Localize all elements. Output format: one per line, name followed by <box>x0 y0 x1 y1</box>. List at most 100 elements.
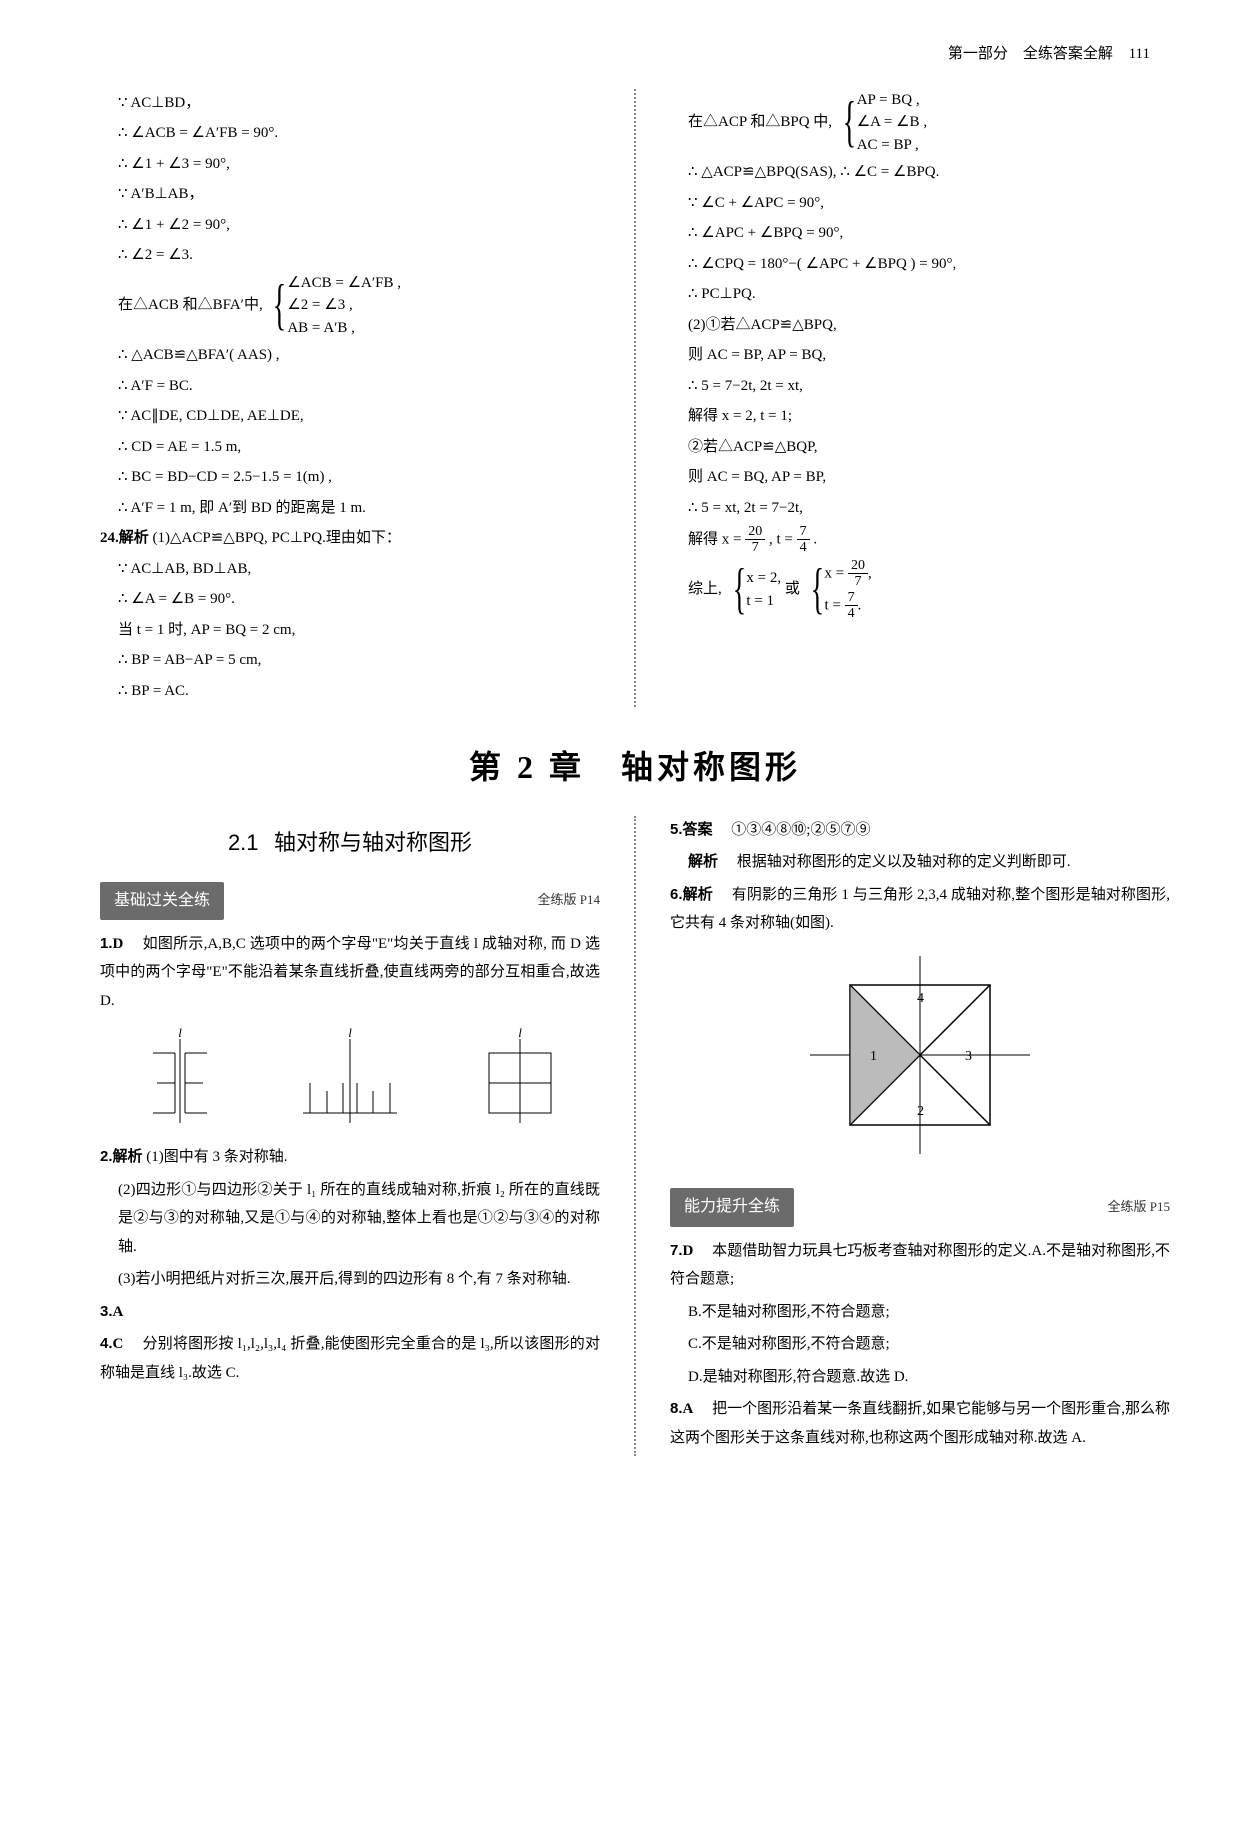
math-line: ∴ CD = AE = 1.5 m, <box>100 433 600 462</box>
q2: 2.解析 (1)图中有 3 条对称轴. <box>100 1143 600 1172</box>
q7-l3: D.是轴对称图形,符合题意.故选 D. <box>670 1363 1170 1392</box>
q5-exp-text: 根据轴对称图形的定义以及轴对称的定义判断即可. <box>737 854 1071 870</box>
section-name: 轴对称与轴对称图形 <box>274 830 472 855</box>
case-line: 在△ACB 和△BFA′中, { ∠ACB = ∠A′FB , ∠2 = ∠3 … <box>100 272 600 340</box>
math-line: ∴ A′F = 1 m, 即 A′到 BD 的距离是 1 m. <box>100 494 600 523</box>
or-text: 或 <box>785 581 800 597</box>
section-number: 2.1 <box>228 830 259 855</box>
qnum: 6.解析 <box>670 886 713 903</box>
q5-ans: ①③④⑧⑩;②⑤⑦⑨ <box>731 822 870 838</box>
q2-l3: (3)若小明把纸片对折三次,展开后,得到的四边形有 8 个,有 7 条对称轴. <box>100 1265 600 1294</box>
figure-square: 1 2 3 4 <box>670 950 1170 1171</box>
q3: 3.A <box>100 1298 600 1327</box>
math-line: ∵ A′B⊥AB， <box>100 180 600 209</box>
math-line: ∴ ∠APC + ∠BPQ = 90°, <box>670 219 1170 248</box>
math-line: 当 t = 1 时, AP = BQ = 2 cm, <box>100 616 600 645</box>
q24-text: (1)△ACP≌△BPQ, PC⊥PQ.理由如下： <box>153 530 401 546</box>
brace-block: { ∠ACB = ∠A′FB , ∠2 = ∠3 , AB = A′B , <box>266 272 401 340</box>
q6: 6.解析 有阴影的三角形 1 与三角形 2,3,4 成轴对称,整个图形是轴对称图… <box>670 881 1170 938</box>
math-line: ∴ △ACB≌△BFA′( AAS) , <box>100 341 600 370</box>
lower-right: 5.答案 ①③④⑧⑩;②⑤⑦⑨ 解析 根据轴对称图形的定义以及轴对称的定义判断即… <box>670 816 1170 1456</box>
svg-text:l: l <box>518 1025 522 1040</box>
band-title: 基础过关全练 <box>100 882 224 920</box>
q1-text: 如图所示,A,B,C 选项中的两个字母"E"均关于直线 l 成轴对称, 而 D … <box>100 936 600 1009</box>
text: , t = <box>769 531 797 547</box>
q2-l1: (1)图中有 3 条对称轴. <box>146 1149 287 1165</box>
math-line: ∵ AC⊥AB, BD⊥AB, <box>100 555 600 584</box>
math-line: ②若△ACP≌△BQP, <box>670 433 1170 462</box>
q5: 5.答案 ①③④⑧⑩;②⑤⑦⑨ <box>670 816 1170 845</box>
case-intro: 在△ACB 和△BFA′中, <box>118 297 263 313</box>
qnum: 4. <box>100 1335 113 1352</box>
column-divider <box>634 89 636 708</box>
answer-choice: D <box>683 1243 694 1259</box>
math-line: 解得 x = 2, t = 1; <box>670 402 1170 431</box>
band-ref: 全练版 P14 <box>538 888 600 913</box>
q8-text: 把一个图形沿着某一条直线翻折,如果它能够与另一个图形重合,那么称这两个图形关于这… <box>670 1401 1170 1446</box>
q7-l1: B.不是轴对称图形,不符合题意; <box>670 1298 1170 1327</box>
text: . <box>813 531 817 547</box>
svg-text:l: l <box>178 1025 182 1040</box>
left-column: ∵ AC⊥BD， ∴ ∠ACB = ∠A′FB = 90°. ∴ ∠1 + ∠3… <box>100 89 600 708</box>
brace-block: { x = 207, t = 74. <box>804 558 872 622</box>
answer-choice: A <box>113 1304 124 1320</box>
fig-e-b: l <box>295 1025 405 1125</box>
fig-e-c: l <box>475 1025 565 1125</box>
answer-choice: D <box>113 936 124 952</box>
brace-block: { x = 2, t = 1 <box>726 567 782 612</box>
svg-text:4: 4 <box>917 991 924 1006</box>
math-line: ∴ ∠A = ∠B = 90°. <box>100 585 600 614</box>
math-line: (2)①若△ACP≌△BPQ, <box>670 311 1170 340</box>
brace-row: ∠A = ∠B , <box>857 111 927 134</box>
brace-row: AP = BQ , <box>857 89 927 112</box>
text: 综上, <box>688 581 722 597</box>
q5-exp: 解析 根据轴对称图形的定义以及轴对称的定义判断即可. <box>670 848 1170 877</box>
qnum: 7. <box>670 1242 683 1259</box>
math-line: ∴ ∠2 = ∠3. <box>100 241 600 270</box>
case-line: 在△ACP 和△BPQ 中, { AP = BQ , ∠A = ∠B , AC … <box>670 89 1170 157</box>
math-line: ∴ A′F = BC. <box>100 372 600 401</box>
brace-block: { AP = BQ , ∠A = ∠B , AC = BP , <box>836 89 927 157</box>
math-line: ∴ △ACP≌△BPQ(SAS), ∴ ∠C = ∠BPQ. <box>670 158 1170 187</box>
math-line: ∴ BC = BD−CD = 2.5−1.5 = 1(m) , <box>100 463 600 492</box>
math-line: ∴ 5 = xt, 2t = 7−2t, <box>670 494 1170 523</box>
math-line: ∴ ∠1 + ∠2 = 90°, <box>100 211 600 240</box>
fig-e-a: l <box>135 1025 225 1125</box>
chapter-title: 第 2 章 轴对称图形 <box>100 737 1170 798</box>
brace-row: x = 207, <box>825 558 872 590</box>
qnum: 5.答案 <box>670 821 713 838</box>
q7-l0: 本题借助智力玩具七巧板考查轴对称图形的定义.A.不是轴对称图形,不符合题意; <box>670 1243 1170 1288</box>
band-ref: 全练版 P15 <box>1108 1195 1170 1220</box>
brace-row: AB = A′B , <box>287 317 401 340</box>
answer-choice: A <box>683 1401 694 1417</box>
brace-row: ∠ACB = ∠A′FB , <box>287 272 401 295</box>
text: 解得 x = <box>688 531 745 547</box>
lower-left: 2.1 轴对称与轴对称图形 基础过关全练 全练版 P14 1.D 如图所示,A,… <box>100 816 600 1456</box>
q7-l2: C.不是轴对称图形,不符合题意; <box>670 1330 1170 1359</box>
math-line: ∴ BP = AC. <box>100 677 600 706</box>
math-line: ∴ 5 = 7−2t, 2t = xt, <box>670 372 1170 401</box>
svg-text:3: 3 <box>965 1049 972 1064</box>
summary-line: 综上, { x = 2, t = 1 或 { x = 207, t = 74. <box>670 558 1170 622</box>
q4: 4.C 分别将图形按 l₁,l₂,l₃,l₄ 折叠,能使图形完全重合的是 l₃,… <box>100 1330 600 1387</box>
math-line: ∴ PC⊥PQ. <box>670 280 1170 309</box>
ability-band: 能力提升全练 全练版 P15 <box>670 1188 1170 1226</box>
basic-band: 基础过关全练 全练版 P14 <box>100 882 600 920</box>
page-number: 111 <box>1129 46 1150 62</box>
qnum: 2.解析 <box>100 1148 143 1165</box>
math-line: 则 AC = BQ, AP = BP, <box>670 463 1170 492</box>
q8: 8.A 把一个图形沿着某一条直线翻折,如果它能够与另一个图形重合,那么称这两个图… <box>670 1395 1170 1452</box>
qnum: 8. <box>670 1400 683 1417</box>
section-title: 2.1 轴对称与轴对称图形 <box>100 822 600 864</box>
figure-row-e: l l <box>100 1025 600 1125</box>
column-divider <box>634 816 636 1456</box>
brace-row: x = 2, <box>746 567 781 590</box>
band-title: 能力提升全练 <box>670 1188 794 1226</box>
svg-text:2: 2 <box>917 1104 924 1119</box>
q24-label: 24.解析 <box>100 530 149 546</box>
right-column: 在△ACP 和△BPQ 中, { AP = BQ , ∠A = ∠B , AC … <box>670 89 1170 708</box>
page-header: 第一部分 全练答案全解 111 <box>100 40 1170 69</box>
q7: 7.D 本题借助智力玩具七巧板考查轴对称图形的定义.A.不是轴对称图形,不符合题… <box>670 1237 1170 1294</box>
q6-text: 有阴影的三角形 1 与三角形 2,3,4 成轴对称,整个图形是轴对称图形,它共有… <box>670 887 1170 932</box>
exp-label: 解析 <box>688 854 718 870</box>
